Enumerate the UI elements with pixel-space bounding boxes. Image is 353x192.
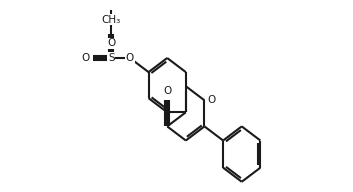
Text: CH₃: CH₃ [102, 15, 121, 25]
Text: O: O [163, 86, 171, 96]
Text: O: O [207, 95, 216, 105]
Text: O: O [126, 53, 134, 63]
Text: O: O [107, 38, 115, 48]
Text: O: O [82, 53, 90, 63]
Text: S: S [108, 53, 115, 63]
